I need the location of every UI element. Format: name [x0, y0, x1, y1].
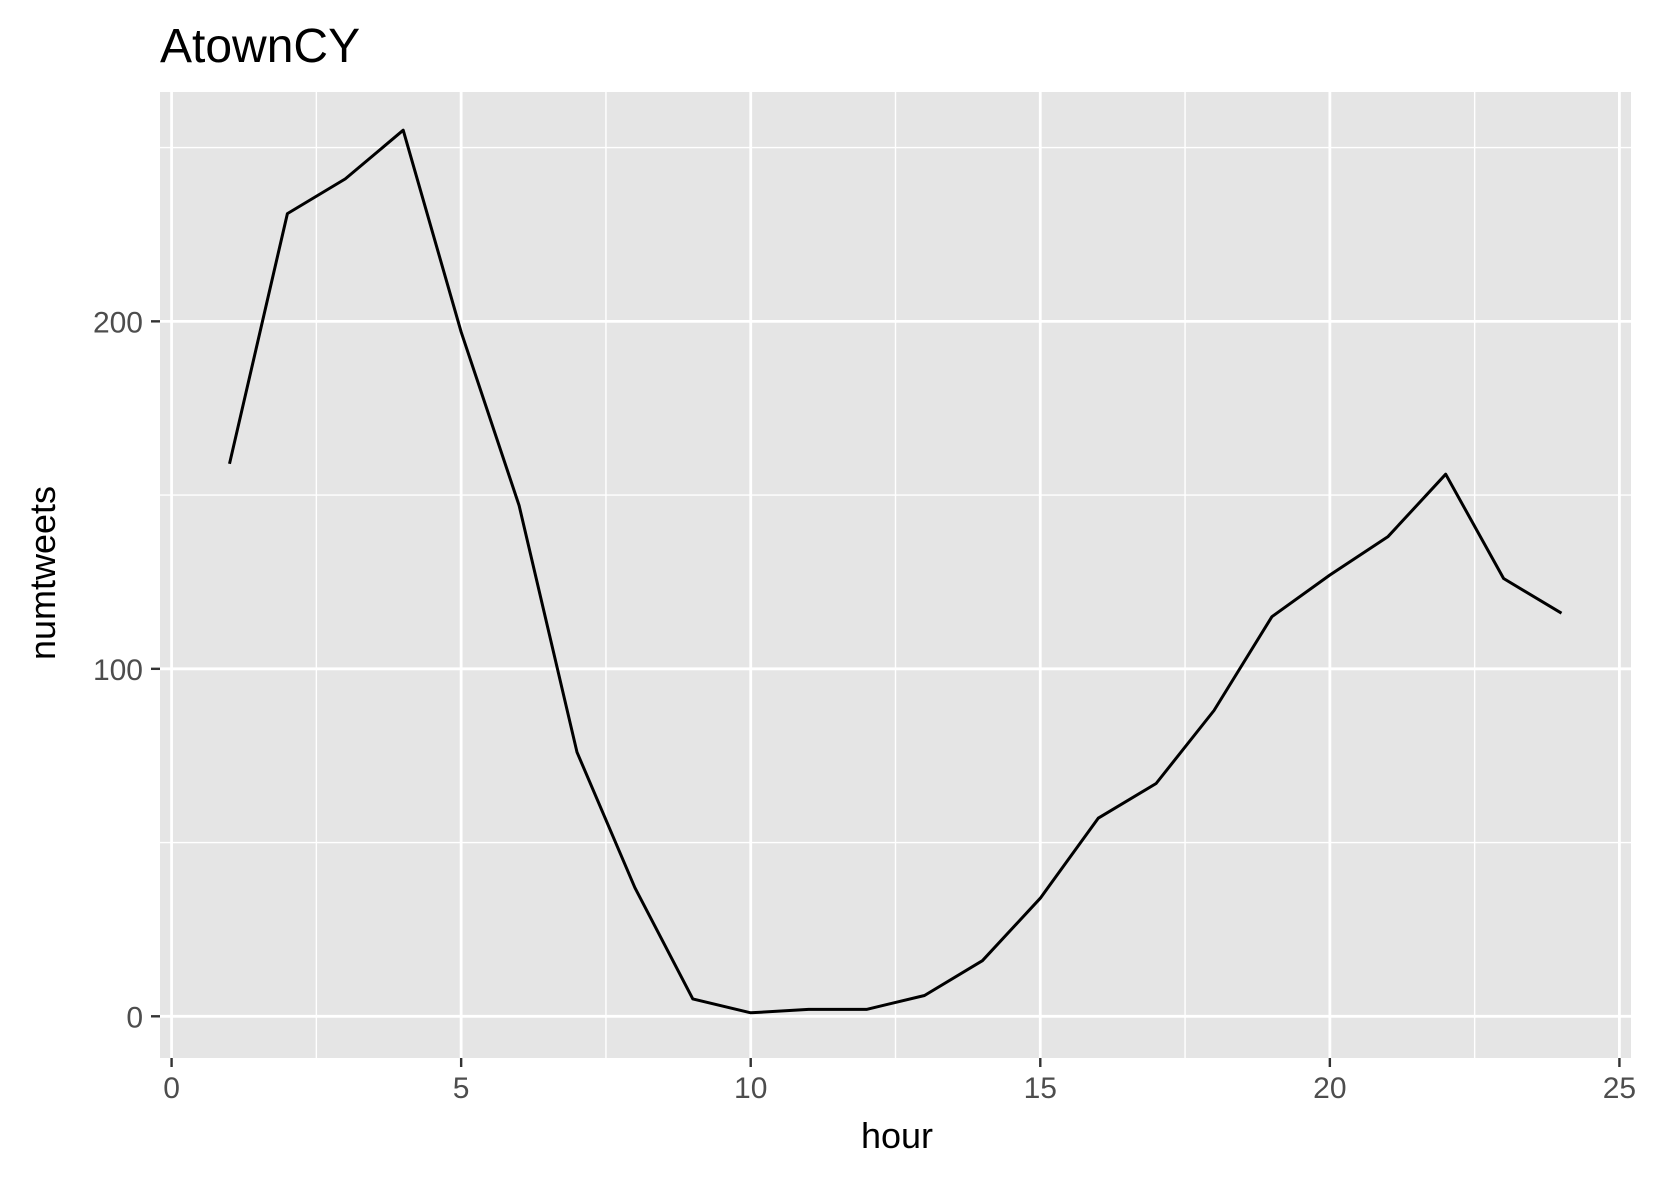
- chart-title: AtownCY: [160, 20, 360, 73]
- x-tick-label: 0: [163, 1072, 180, 1105]
- x-tick-label: 20: [1313, 1072, 1346, 1105]
- y-tick-label: 0: [126, 1001, 143, 1034]
- x-tick-label: 25: [1603, 1072, 1636, 1105]
- y-tick-label: 100: [93, 654, 143, 687]
- axes-layer: 0 5 10 15 20 25 0 100 200: [93, 306, 1636, 1105]
- y-axis-title: numtweets: [22, 486, 63, 660]
- y-tick-label: 200: [93, 306, 143, 339]
- x-tick-label: 15: [1024, 1072, 1057, 1105]
- grid-layer: [160, 92, 1631, 1058]
- series-line: [228, 128, 1563, 1015]
- x-tick-label: 10: [734, 1072, 767, 1105]
- x-tick-label: 5: [453, 1072, 470, 1105]
- x-axis-title: hour: [861, 1115, 933, 1156]
- series-layer: [228, 128, 1563, 1015]
